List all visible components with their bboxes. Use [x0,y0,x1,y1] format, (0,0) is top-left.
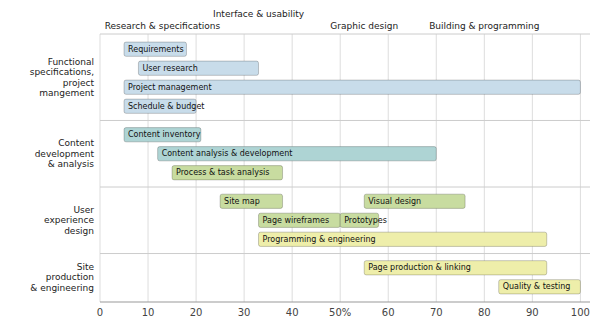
page: {"chart_data": { "type": "gantt", "orien… [0,0,600,324]
bar [259,213,341,227]
bar-label: Programming & engineering [263,235,376,244]
group-label-line: & engineering [30,283,94,293]
x-ticks: 0 10 20 30 40 50% 60 70 80 90 100 [97,307,590,318]
group-label-line: design [64,226,94,236]
tick-label: 100 [571,307,590,318]
phase-label: Graphic design [330,21,398,31]
bar [158,147,437,161]
tick-label: 90 [526,307,539,318]
bar-label: Page production & linking [368,263,471,272]
group-label: Functionalspecifications,projectmangemen… [30,57,95,98]
phase-label: Building & programming [429,21,539,31]
tick-label: 70 [430,307,443,318]
bar-label: Content inventory [128,130,201,139]
bar-label: Visual design [368,197,421,206]
group-label-line: Functional [48,57,94,67]
tick-label: 20 [190,307,203,318]
group-label-line: experience [44,215,94,225]
phase-label: Interface & usability [213,9,305,19]
bar-label: User research [142,64,197,73]
phase-label: Research & specifications [105,21,221,31]
bar-label: Process & task analysis [176,168,269,177]
tick-label: 40 [286,307,299,318]
tick-label: 30 [238,307,251,318]
group-label-line: mangement [39,88,94,98]
group-label-line: & analysis [48,159,95,169]
bar-label: Requirements [128,45,184,54]
grid [100,34,590,302]
grid-line [292,34,293,302]
group-label: Userexperiencedesign [44,205,94,236]
bar [259,232,547,246]
bar-labels: Requirements User research Project managem… [128,45,570,292]
x-axis-line [100,302,590,303]
tick-label: 0 [97,307,103,318]
tick-label: 80 [478,307,491,318]
group-label-line: production [46,272,94,282]
bar-label: Project management [128,83,212,92]
bar-label: Prototypes [344,216,387,225]
tick-label: 60 [382,307,395,318]
group-divider [100,187,590,188]
bar-label: Quality & testing [503,282,571,291]
bar [172,166,282,180]
background [0,0,600,324]
annotations: Research & specifications Interface & usa… [105,9,540,31]
bar [124,42,186,56]
group-divider [100,253,590,254]
group-divider [100,120,590,121]
group-label-line: specifications, [30,67,94,77]
bar [220,194,282,208]
bar-label: Schedule & budget [128,102,204,111]
bar [364,194,465,208]
group-label-line: Content [58,138,94,148]
group-label: Siteproduction& engineering [30,262,94,293]
bar-label: Page wireframes [263,216,330,225]
group-label-line: Site [77,262,95,272]
grid-line [100,34,101,302]
bar [124,80,580,94]
bar-label: Content analysis & development [162,149,293,158]
grid-line [340,34,341,302]
top-border [100,34,590,35]
group-labels: Functionalspecifications,projectmangemen… [30,57,95,293]
group-label-line: development [35,149,95,159]
chart: 0 10 20 30 40 50% 60 70 80 90 100 Requirements User … [0,0,600,324]
bar [499,280,581,294]
tick-label: 10 [142,307,155,318]
bar-label: Site map [224,197,260,206]
group-label-line: User [73,205,94,215]
grid-line [580,34,581,302]
tick-label: 50% [329,307,351,318]
bars [124,42,580,294]
bar [124,128,201,142]
group-label-line: project [63,78,95,88]
bar [138,61,258,75]
group-label: Contentdevelopment& analysis [35,138,95,169]
bar [364,261,547,275]
